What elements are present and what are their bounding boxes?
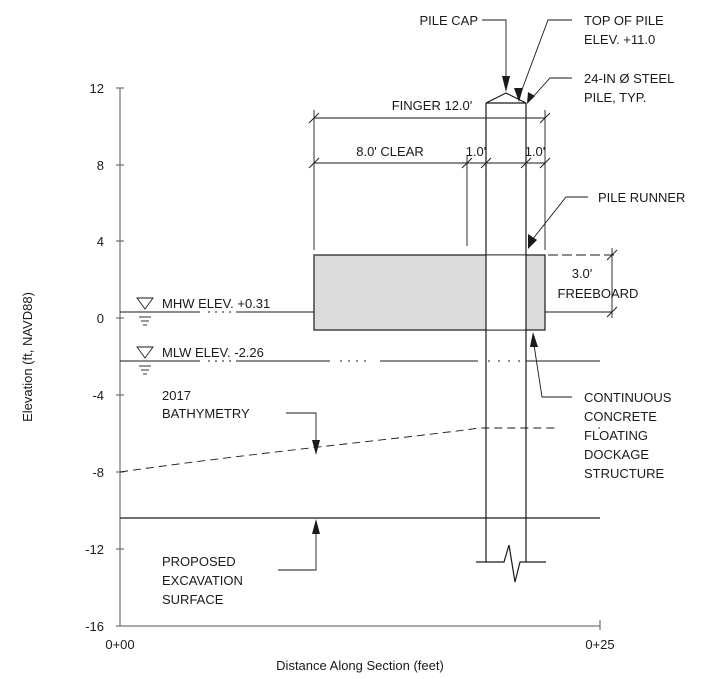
clear-dimension-label: 8.0' CLEAR (356, 144, 424, 159)
dock-label-2: CONCRETE (584, 409, 657, 424)
y-tick-label: -8 (92, 465, 104, 480)
freeboard-value-label: 3.0' (572, 266, 593, 281)
freeboard-dimension: 3.0' FREEBOARD (548, 248, 638, 318)
clear-dimension: 8.0' CLEAR 1.0' 1.0' (308, 144, 551, 246)
mhw-label: MHW ELEV. +0.31 (162, 296, 270, 311)
y-tick-label: 4 (97, 234, 104, 249)
y-tick-label: -16 (85, 619, 104, 634)
excavation-label-3: SURFACE (162, 592, 224, 607)
mlw-label: MLW ELEV. -2.26 (162, 345, 264, 360)
x-axis-title: Distance Along Section (feet) (276, 658, 444, 673)
y-axis-title: Elevation (ft, NAVD88) (20, 292, 35, 422)
pile-runner-opening (485, 254, 527, 331)
right-one-foot-label: 1.0' (525, 144, 546, 159)
pile-runner-label: PILE RUNNER (598, 190, 685, 205)
y-tick-label: 12 (90, 81, 104, 96)
y-tick-label: -4 (92, 388, 104, 403)
excavation-label-1: PROPOSED (162, 554, 236, 569)
mlw-water-symbol (136, 346, 154, 375)
dock-label-5: STRUCTURE (584, 466, 664, 481)
x-tick-label: 0+00 (105, 637, 134, 652)
y-tick-label: -12 (85, 542, 104, 557)
y-tick-label: 8 (97, 158, 104, 173)
freeboard-label: FREEBOARD (558, 286, 639, 301)
left-one-foot-label: 1.0' (466, 144, 487, 159)
finger-dimension-label: FINGER 12.0' (392, 98, 473, 113)
top-of-pile-label-2: ELEV. +11.0 (584, 32, 655, 47)
bathymetry-label-1: 2017 (162, 388, 191, 403)
steel-pile (476, 92, 546, 583)
steel-pile-label-2: PILE, TYP. (584, 90, 646, 105)
pile-cap (485, 92, 527, 104)
top-of-pile-label-1: TOP OF PILE (584, 13, 664, 28)
pile-cap-label: PILE CAP (419, 13, 478, 28)
x-tick-label: 0+25 (585, 637, 614, 652)
finger-dimension: FINGER 12.0' (308, 98, 551, 250)
excavation-label-2: EXCAVATION (162, 573, 243, 588)
bathymetry-line (119, 427, 600, 473)
mhw-water-symbol (136, 297, 154, 326)
dock-label-3: FLOATING (584, 428, 648, 443)
dock-label-1: CONTINUOUS (584, 390, 672, 405)
axes: 12 8 4 0 -4 -8 -12 -16 0+00 0+25 Distanc… (20, 81, 615, 673)
y-tick-label: 0 (97, 311, 104, 326)
leaders (278, 19, 588, 571)
bathymetry-label-2: BATHYMETRY (162, 406, 250, 421)
pile-break-line (476, 544, 546, 583)
dock-label-4: DOCKAGE (584, 447, 649, 462)
steel-pile-label-1: 24-IN Ø STEEL (584, 71, 674, 86)
